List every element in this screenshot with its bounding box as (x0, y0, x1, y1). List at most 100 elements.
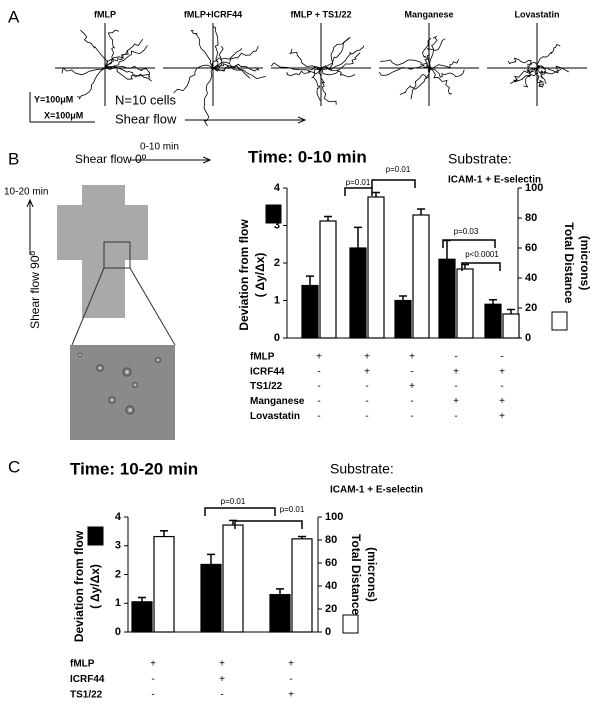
trajectory (320, 67, 356, 78)
y2-label: (microns) (578, 236, 592, 291)
trajectory (104, 38, 144, 69)
sig-bracket (371, 179, 416, 188)
bar (484, 303, 502, 339)
condition-sign: + (453, 366, 459, 377)
condition-sign: - (410, 396, 413, 407)
condition-sign: - (151, 674, 154, 685)
y-tick-label: 3 (115, 540, 121, 552)
condition-sign: - (317, 366, 320, 377)
substrate: ICAM-1 + E-selectin (448, 175, 541, 186)
condition-sign: + (288, 659, 294, 670)
condition-name: fMLP (250, 352, 275, 363)
trajectory (203, 67, 214, 127)
condition-name: ICRF44 (70, 674, 105, 685)
condition-sign: - (365, 381, 368, 392)
condition-sign: - (454, 381, 457, 392)
zoom-line (129, 267, 176, 346)
p-value: p=0.01 (221, 497, 246, 506)
condition-sign: - (317, 381, 320, 392)
y2-label: Total Distance (562, 222, 576, 303)
trajectory (379, 59, 430, 69)
condition-sign: + (364, 366, 370, 377)
trajectory-title: Manganese (404, 9, 453, 19)
p-value: p=0.01 (280, 505, 305, 514)
trajectory (61, 67, 106, 76)
chart-title: Time: 10-20 min (70, 459, 198, 478)
condition-sign: - (220, 690, 223, 701)
trajectory (512, 67, 537, 83)
n-cells: N=10 cells (115, 92, 177, 107)
trajectory (320, 45, 365, 71)
trajectory-title: Lovastatin (514, 9, 559, 19)
condition-sign: + (499, 411, 505, 422)
condition-name: ICRF44 (250, 366, 285, 377)
trajectory (320, 52, 361, 71)
condition-sign: + (288, 690, 294, 701)
y-tick-label: 4 (115, 511, 122, 523)
condition-sign: + (364, 352, 370, 363)
y2-tick-label: 40 (525, 272, 537, 284)
condition-sign: + (499, 396, 505, 407)
trajectory (77, 67, 106, 100)
trajectory (318, 67, 337, 105)
y2-label: (microns) (365, 547, 379, 602)
trajectory (410, 67, 431, 100)
y-tick-label: 2 (274, 257, 280, 269)
condition-sign: - (454, 352, 457, 363)
trajectory (536, 67, 548, 84)
trajectory (536, 65, 570, 74)
bar (502, 313, 520, 339)
sig-bracket (234, 520, 303, 529)
y-tick-label: 4 (274, 182, 281, 194)
bar (438, 258, 456, 339)
trajectory (211, 26, 219, 69)
trajectory (190, 29, 214, 69)
condition-sign: + (409, 381, 415, 392)
trajectory (534, 67, 545, 88)
y2-tick-label: 20 (325, 603, 337, 615)
legend-swatch (551, 311, 568, 331)
p-value: p=0.01 (386, 165, 411, 174)
condition-sign: + (453, 396, 459, 407)
trajectory (428, 67, 465, 78)
trajectory (286, 67, 322, 77)
panel-label: B (8, 149, 19, 168)
condition-sign: + (150, 659, 156, 670)
bar (153, 535, 175, 633)
condition-sign: + (499, 366, 505, 377)
trajectory (212, 64, 251, 79)
condition-sign: - (500, 381, 503, 392)
condition-sign: + (219, 659, 225, 670)
p-value: p<0.0001 (465, 250, 499, 259)
x-scale: X=100μM (44, 110, 83, 120)
y-label: ( Δy/Δx) (88, 564, 102, 609)
substrate: ICAM-1 + E-selectin (330, 485, 423, 496)
y2-tick-label: 60 (525, 242, 537, 254)
bar (349, 247, 367, 339)
flow-0: Shear flow 0º (75, 152, 147, 166)
bar (456, 268, 474, 339)
y-tick-label: 1 (274, 294, 280, 306)
y2-tick-label: 40 (325, 580, 337, 592)
sig-bracket (461, 262, 501, 271)
substrate-label: Substrate: (448, 151, 512, 167)
y2-tick-label: 100 (525, 182, 543, 194)
condition-sign: - (454, 411, 457, 422)
y-tick-label: 2 (115, 568, 121, 580)
condition-sign: - (365, 396, 368, 407)
condition-sign: - (317, 411, 320, 422)
substrate-label: Substrate: (330, 461, 394, 477)
trajectory (211, 48, 243, 70)
cells (77, 352, 162, 416)
trajectory (421, 37, 432, 69)
y2-label: Total Distance (349, 534, 363, 615)
condition-name: Lovastatin (250, 411, 300, 422)
condition-name: fMLP (70, 659, 95, 670)
time-0: 0-10 min (140, 142, 179, 153)
chamber-image (57, 185, 148, 318)
condition-name: Manganese (250, 396, 305, 407)
trajectory (428, 35, 438, 69)
y2-tick-label: 80 (525, 212, 537, 224)
condition-sign: - (410, 411, 413, 422)
bar (200, 563, 222, 633)
